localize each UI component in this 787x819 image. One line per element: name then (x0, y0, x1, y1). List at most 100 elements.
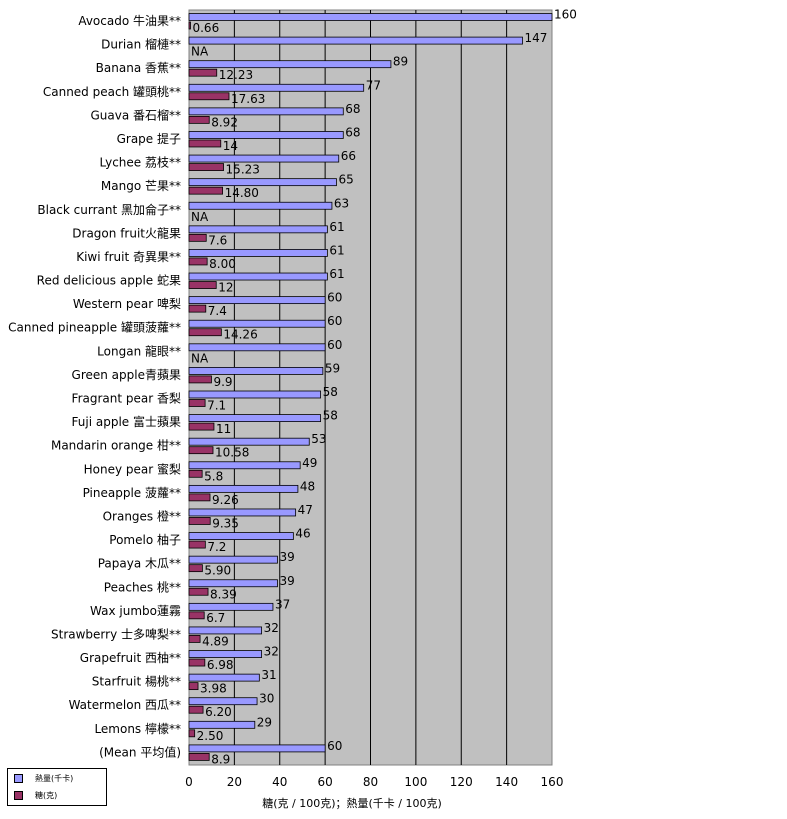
bar-sugar (188, 68, 218, 77)
bar-calories (188, 720, 256, 729)
bar-calories (188, 532, 294, 540)
data-label-sugar: 0.66 (192, 21, 219, 35)
bar-sugar (188, 469, 203, 478)
bar-sugar (188, 304, 207, 313)
bar-sugar (188, 493, 211, 502)
data-label-calories: 89 (393, 55, 408, 69)
data-label-calories: 48 (300, 479, 315, 493)
data-label-calories: 160 (554, 8, 577, 22)
x-tick-label: 120 (450, 775, 473, 789)
bar-calories (188, 437, 310, 446)
bar-sugar (188, 587, 209, 596)
legend-label-calories: 熱量(千卡) (35, 774, 74, 783)
data-label-calories: 60 (327, 338, 342, 352)
bar-calories (188, 13, 553, 21)
bar-sugar (188, 163, 224, 171)
data-label-calories: 39 (279, 550, 294, 564)
bar-calories (188, 249, 328, 257)
bar-sugar (188, 635, 201, 643)
bar-calories (188, 555, 278, 564)
bar-sugar (188, 517, 211, 525)
legend-swatch-calories (14, 774, 23, 783)
category-label: Starfruit 楊桃** (92, 674, 181, 689)
bar-calories (188, 390, 321, 399)
data-label-sugar: 15.23 (226, 163, 260, 177)
data-label-sugar: 6.20 (205, 705, 232, 719)
category-label: Strawberry 士多啤梨** (51, 626, 181, 641)
data-label-sugar: 14.26 (223, 328, 257, 342)
bar-sugar (188, 375, 212, 384)
category-label: Durian 榴槤** (101, 37, 181, 52)
bar-calories (188, 154, 340, 163)
data-label-calories: 68 (345, 102, 360, 116)
data-label-calories: 58 (323, 409, 338, 423)
legend-label-sugar: 糖(克) (35, 791, 58, 800)
data-label-calories: 32 (264, 621, 279, 635)
category-label: Lemons 檸檬** (94, 721, 181, 736)
data-label-sugar: 9.9 (213, 375, 232, 389)
category-label: Guava 番石榴** (90, 108, 181, 122)
bar-calories (188, 225, 328, 234)
bar-calories (188, 650, 262, 658)
data-label-sugar: 2.50 (197, 729, 224, 743)
data-label-calories: 59 (325, 361, 340, 375)
category-label: Banana 香蕉** (96, 61, 181, 75)
bar-calories (188, 83, 365, 92)
x-tick-label: 100 (404, 775, 427, 789)
bar-calories (188, 508, 297, 517)
category-label: Oranges 橙** (103, 508, 181, 523)
category-label: Canned pineapple 罐頭菠蘿** (8, 321, 181, 335)
category-label: Green apple青蘋果 (72, 368, 181, 382)
x-tick-label: 140 (495, 775, 518, 789)
data-label-sugar: 14 (223, 139, 238, 153)
bar-sugar (188, 682, 199, 691)
bar-sugar (188, 564, 203, 573)
bar-sugar (188, 729, 196, 738)
data-label-calories: 58 (323, 385, 338, 399)
legend: 熱量(千卡) 糖(克) (7, 768, 107, 806)
bar-sugar (188, 399, 206, 407)
category-label: Mandarin orange 柑** (51, 438, 181, 453)
bar-sugar (188, 257, 208, 266)
bar-sugar (188, 92, 230, 101)
data-label-sugar: 5.90 (204, 564, 231, 578)
data-label-calories: 61 (329, 243, 344, 257)
data-label-sugar: 8.9 (211, 752, 230, 766)
x-tick-label: 20 (227, 775, 242, 789)
bar-calories (188, 343, 326, 352)
data-label-sugar: 10.58 (215, 446, 249, 460)
bar-calories (188, 414, 321, 422)
legend-swatch-sugar (14, 791, 23, 800)
bar-calories (188, 178, 337, 187)
data-label-sugar: 8.92 (211, 115, 238, 129)
x-tick-label: 80 (363, 775, 378, 789)
data-label-sugar: 7.1 (207, 399, 226, 413)
bar-sugar (188, 446, 214, 455)
category-label: Honey pear 蜜梨 (84, 461, 181, 476)
bar-calories (188, 36, 523, 45)
data-label-sugar: 7.6 (208, 233, 227, 247)
data-label-sugar: NA (191, 210, 209, 224)
x-tick-label: 0 (185, 775, 193, 789)
bar-sugar (188, 281, 217, 289)
data-label-sugar: NA (191, 45, 209, 59)
data-label-calories: 30 (259, 692, 274, 706)
data-label-sugar: 5.8 (204, 469, 223, 483)
data-label-calories: 39 (279, 574, 294, 588)
data-label-calories: 47 (298, 503, 313, 517)
bar-calories (188, 201, 333, 210)
data-label-calories: 60 (327, 291, 342, 305)
data-label-calories: 61 (329, 220, 344, 234)
bar-calories (188, 673, 260, 682)
data-label-calories: 46 (295, 527, 310, 541)
data-label-sugar: 17.63 (231, 92, 265, 106)
bar-sugar (188, 186, 223, 195)
category-label: (Mean 平均值) (99, 744, 181, 759)
data-label-calories: 60 (327, 739, 342, 753)
x-tick-label: 40 (272, 775, 287, 789)
data-label-sugar: 8.39 (210, 587, 237, 601)
category-label: Red delicious apple 蛇果 (37, 273, 181, 288)
category-label: Dragon fruit火龍果 (72, 225, 181, 240)
data-label-calories: 147 (525, 31, 548, 45)
